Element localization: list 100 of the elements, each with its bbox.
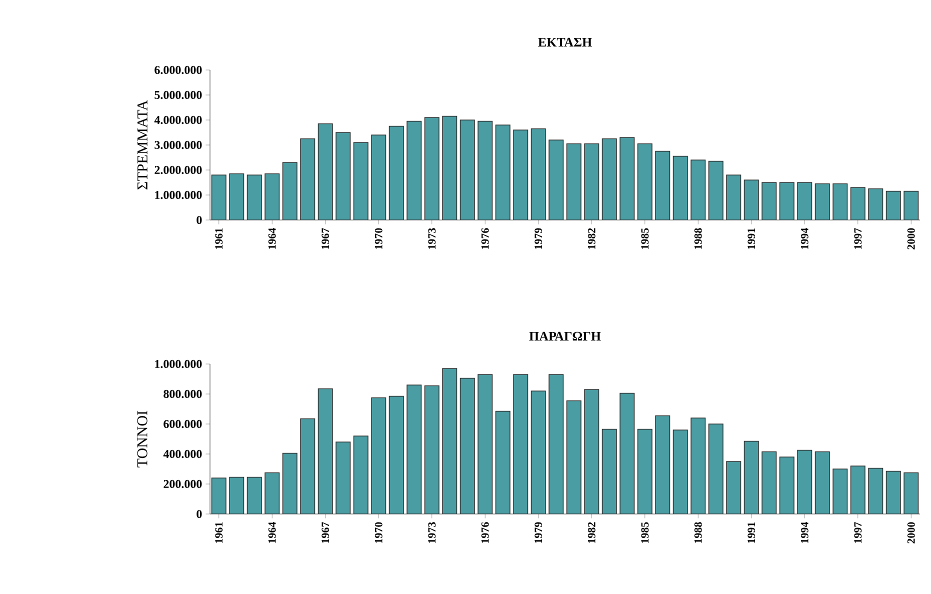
y-tick-label: 400.000 xyxy=(163,450,202,458)
bar xyxy=(353,436,368,514)
bar xyxy=(620,392,635,514)
bar xyxy=(832,183,848,220)
x-tick-label: 1994 xyxy=(800,228,808,249)
bar xyxy=(637,428,652,514)
bar xyxy=(797,450,812,514)
bar xyxy=(530,390,546,514)
x-tick-label: 1973 xyxy=(428,228,436,249)
bar xyxy=(832,468,848,514)
bar xyxy=(797,182,812,220)
bar xyxy=(904,190,919,220)
bar xyxy=(229,476,244,514)
bar xyxy=(620,137,635,220)
bar xyxy=(229,173,244,220)
bar xyxy=(814,451,830,514)
x-tick-label: 1973 xyxy=(428,522,436,543)
bar xyxy=(442,368,458,514)
chart-title: ΕΚΤΑΣΗ xyxy=(538,38,592,46)
bar xyxy=(672,156,688,220)
x-tick-label: 1982 xyxy=(588,522,596,543)
bar xyxy=(371,397,386,514)
x-tick-label: 1979 xyxy=(534,228,542,249)
x-tick-label: 1967 xyxy=(322,522,330,543)
bar xyxy=(548,374,564,514)
bar xyxy=(246,476,262,514)
bar xyxy=(637,143,652,220)
bar xyxy=(300,138,316,220)
bar xyxy=(868,468,884,514)
bar xyxy=(406,120,422,220)
x-tick-label: 1991 xyxy=(748,228,756,249)
bar xyxy=(282,452,298,514)
bar xyxy=(460,120,475,220)
x-tick-label: 1976 xyxy=(481,228,489,249)
bar xyxy=(336,442,351,514)
bar xyxy=(513,374,528,514)
bar xyxy=(690,418,706,514)
y-tick-label: 1.000.000 xyxy=(155,190,202,200)
bar xyxy=(690,160,706,220)
x-tick-label: 1997 xyxy=(854,522,862,543)
bar xyxy=(762,182,777,220)
bar xyxy=(371,134,386,220)
bar xyxy=(264,472,280,514)
y-tick-label: 6.000.000 xyxy=(154,66,202,74)
bar xyxy=(211,478,226,514)
bar xyxy=(442,116,458,220)
x-tick-label: 1997 xyxy=(854,228,862,249)
y-axis-title: ΣΤΡΕΜΜΑΤΑ xyxy=(137,100,148,190)
bar xyxy=(264,173,280,220)
bar xyxy=(602,428,617,514)
bar xyxy=(850,466,866,514)
bar xyxy=(388,396,404,514)
bar xyxy=(762,451,777,514)
x-tick-label: 1982 xyxy=(588,228,596,249)
y-tick-label: 800.000 xyxy=(164,390,202,398)
bar xyxy=(886,190,901,220)
bar xyxy=(353,142,368,220)
bar xyxy=(246,174,262,220)
x-tick-label: 2000 xyxy=(907,228,915,250)
bar xyxy=(406,384,422,514)
y-tick-label: 4.000.000 xyxy=(154,116,202,124)
bar xyxy=(814,183,830,220)
bar xyxy=(495,124,510,220)
bar xyxy=(460,378,475,514)
bar xyxy=(513,130,528,220)
y-tick-label: 5.000.000 xyxy=(154,90,202,100)
y-tick-label: 0 xyxy=(196,510,202,518)
x-tick-label: 1991 xyxy=(748,522,756,543)
bar xyxy=(602,138,617,220)
x-tick-label: 1985 xyxy=(641,522,649,543)
bar xyxy=(318,388,333,514)
y-tick-label: 0 xyxy=(196,216,202,224)
bar xyxy=(886,470,901,514)
y-tick-label: 1.000.000 xyxy=(155,360,202,368)
x-tick-label: 1961 xyxy=(215,522,223,543)
bar xyxy=(655,415,670,514)
bar xyxy=(708,424,724,514)
bar xyxy=(388,126,404,220)
x-tick-label: 1961 xyxy=(215,228,223,249)
x-tick-label: 1967 xyxy=(322,228,330,249)
bar xyxy=(708,160,724,220)
x-tick-label: 1979 xyxy=(534,522,542,543)
x-tick-label: 1985 xyxy=(641,228,649,249)
bar xyxy=(584,143,600,220)
x-tick-label: 1964 xyxy=(268,522,276,543)
bar xyxy=(530,128,546,220)
bar xyxy=(744,440,759,514)
bar xyxy=(566,400,582,514)
x-tick-label: 1970 xyxy=(374,522,382,543)
bar xyxy=(282,162,298,220)
bar xyxy=(424,385,440,514)
chart-title: ΠΑΡΑΓΩΓΗ xyxy=(529,332,601,340)
bar xyxy=(478,374,493,514)
bar xyxy=(548,140,564,220)
bar xyxy=(336,132,351,220)
bar xyxy=(672,430,688,514)
y-tick-label: 200.000 xyxy=(164,480,202,488)
x-tick-label: 1964 xyxy=(268,228,276,249)
y-tick-label: 3.000.000 xyxy=(154,140,202,150)
bar xyxy=(478,120,493,220)
